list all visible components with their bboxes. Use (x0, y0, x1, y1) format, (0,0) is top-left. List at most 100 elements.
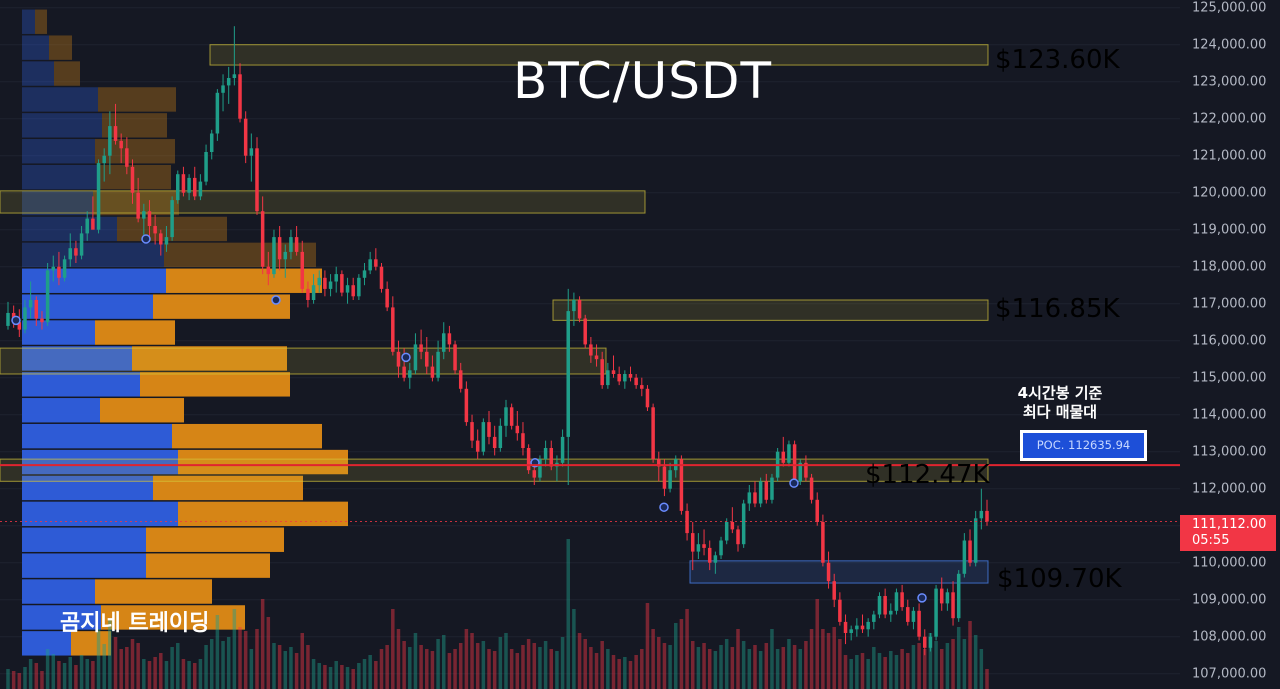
volume-bar (549, 649, 554, 689)
swing-marker (271, 295, 281, 305)
volume-bar (821, 629, 825, 689)
poc-badge: POC. 112635.94 (1020, 430, 1147, 461)
zone-120k (0, 190, 646, 214)
volume-bar (96, 629, 101, 689)
candle-body (866, 621, 870, 630)
profile-bar-sell (178, 449, 348, 475)
profile-bar-sell (146, 527, 284, 552)
profile-bar-buy (22, 501, 178, 527)
candle-body (690, 533, 695, 552)
profile-bar-sell (95, 320, 175, 345)
swing-marker (11, 315, 21, 326)
profile-bar-buy (22, 449, 178, 475)
candle-body (62, 259, 67, 278)
volume-bar (758, 651, 763, 689)
profile-bar-sell (95, 579, 212, 604)
price-tick-label: 107,000.00 (1192, 667, 1266, 682)
candle-body (798, 462, 803, 482)
volume-bar (962, 639, 967, 689)
candle-body (272, 237, 276, 275)
zone-123-60k (209, 44, 989, 66)
candle-body (855, 625, 859, 630)
volume-bar (232, 609, 237, 689)
candle-body (396, 351, 401, 367)
volume-bars (6, 539, 989, 689)
volume-bar (436, 639, 440, 689)
profile-bar-sell (101, 605, 245, 630)
profile-bar-sell (166, 268, 322, 293)
candle-body (509, 407, 514, 426)
candle-body (453, 344, 457, 371)
volume-bar (255, 629, 259, 689)
candle-body (617, 374, 621, 382)
volume-bar (266, 617, 271, 689)
candle-body (198, 181, 203, 197)
candle-body (91, 218, 95, 230)
volume-bar (860, 653, 865, 689)
candle-body (215, 92, 220, 134)
candle-body (79, 233, 84, 256)
price-tick-label: 114,000.00 (1192, 408, 1266, 423)
profile-bar-sell (153, 475, 303, 501)
candle-body (28, 300, 33, 308)
volume-bar (300, 633, 305, 689)
candle-body (968, 540, 972, 563)
candle-body (730, 522, 735, 530)
volume-bar (170, 647, 174, 689)
candle-body (447, 333, 452, 345)
volume-bar (379, 649, 384, 689)
volume-bar (866, 659, 870, 689)
candle-body (481, 422, 486, 452)
profile-bar-sell (172, 423, 322, 449)
volume-bar (838, 639, 842, 689)
poc-label: POC. 112635.94 (1036, 438, 1131, 452)
volume-bar (385, 645, 389, 689)
candle-body (781, 451, 786, 463)
candle-body (159, 233, 163, 245)
volume-bar (900, 649, 904, 689)
volume-bar (130, 639, 135, 689)
candle-body (877, 596, 882, 615)
volume-bar (57, 661, 61, 689)
volume-bar (226, 637, 231, 689)
candle-body (515, 425, 520, 434)
volume-bar (470, 633, 474, 689)
volume-bar (674, 623, 678, 689)
last-price-tag: 111,112.00 05:55 (1180, 515, 1276, 551)
volume-bar (374, 661, 378, 689)
volume-bar (973, 635, 978, 689)
volume-bar (481, 641, 486, 689)
volume-bar (192, 663, 197, 689)
candle-body (255, 148, 259, 212)
volume-bar (215, 615, 220, 689)
poc-note: 4시간봉 기준 최다 매물대 (1000, 384, 1120, 422)
candle-body (68, 248, 73, 260)
candle-body (181, 174, 186, 193)
profile-bar-sell (164, 242, 316, 268)
candle-body (894, 592, 899, 611)
volume-bar (770, 629, 774, 689)
candle-body (640, 385, 644, 389)
candle-body (425, 351, 429, 367)
volume-bar (662, 643, 667, 689)
volume-bar (119, 649, 123, 689)
profile-bar-buy (22, 294, 153, 319)
candle-body (679, 459, 684, 511)
volume-bar (34, 663, 39, 689)
candle-body (351, 285, 355, 297)
volume-bar (855, 655, 859, 689)
volume-bar (362, 659, 367, 689)
volume-bar (713, 651, 718, 689)
volume-bar (102, 644, 106, 689)
candle-body (889, 610, 893, 615)
volume-bar (311, 659, 316, 689)
candle-body (34, 300, 39, 319)
candle-body (170, 200, 174, 238)
candle-body (40, 318, 44, 323)
volume-bar (617, 659, 621, 689)
volume-bar (521, 645, 525, 689)
poc-note-line1: 4시간봉 기준 (1017, 384, 1103, 402)
candle-body (928, 636, 933, 648)
